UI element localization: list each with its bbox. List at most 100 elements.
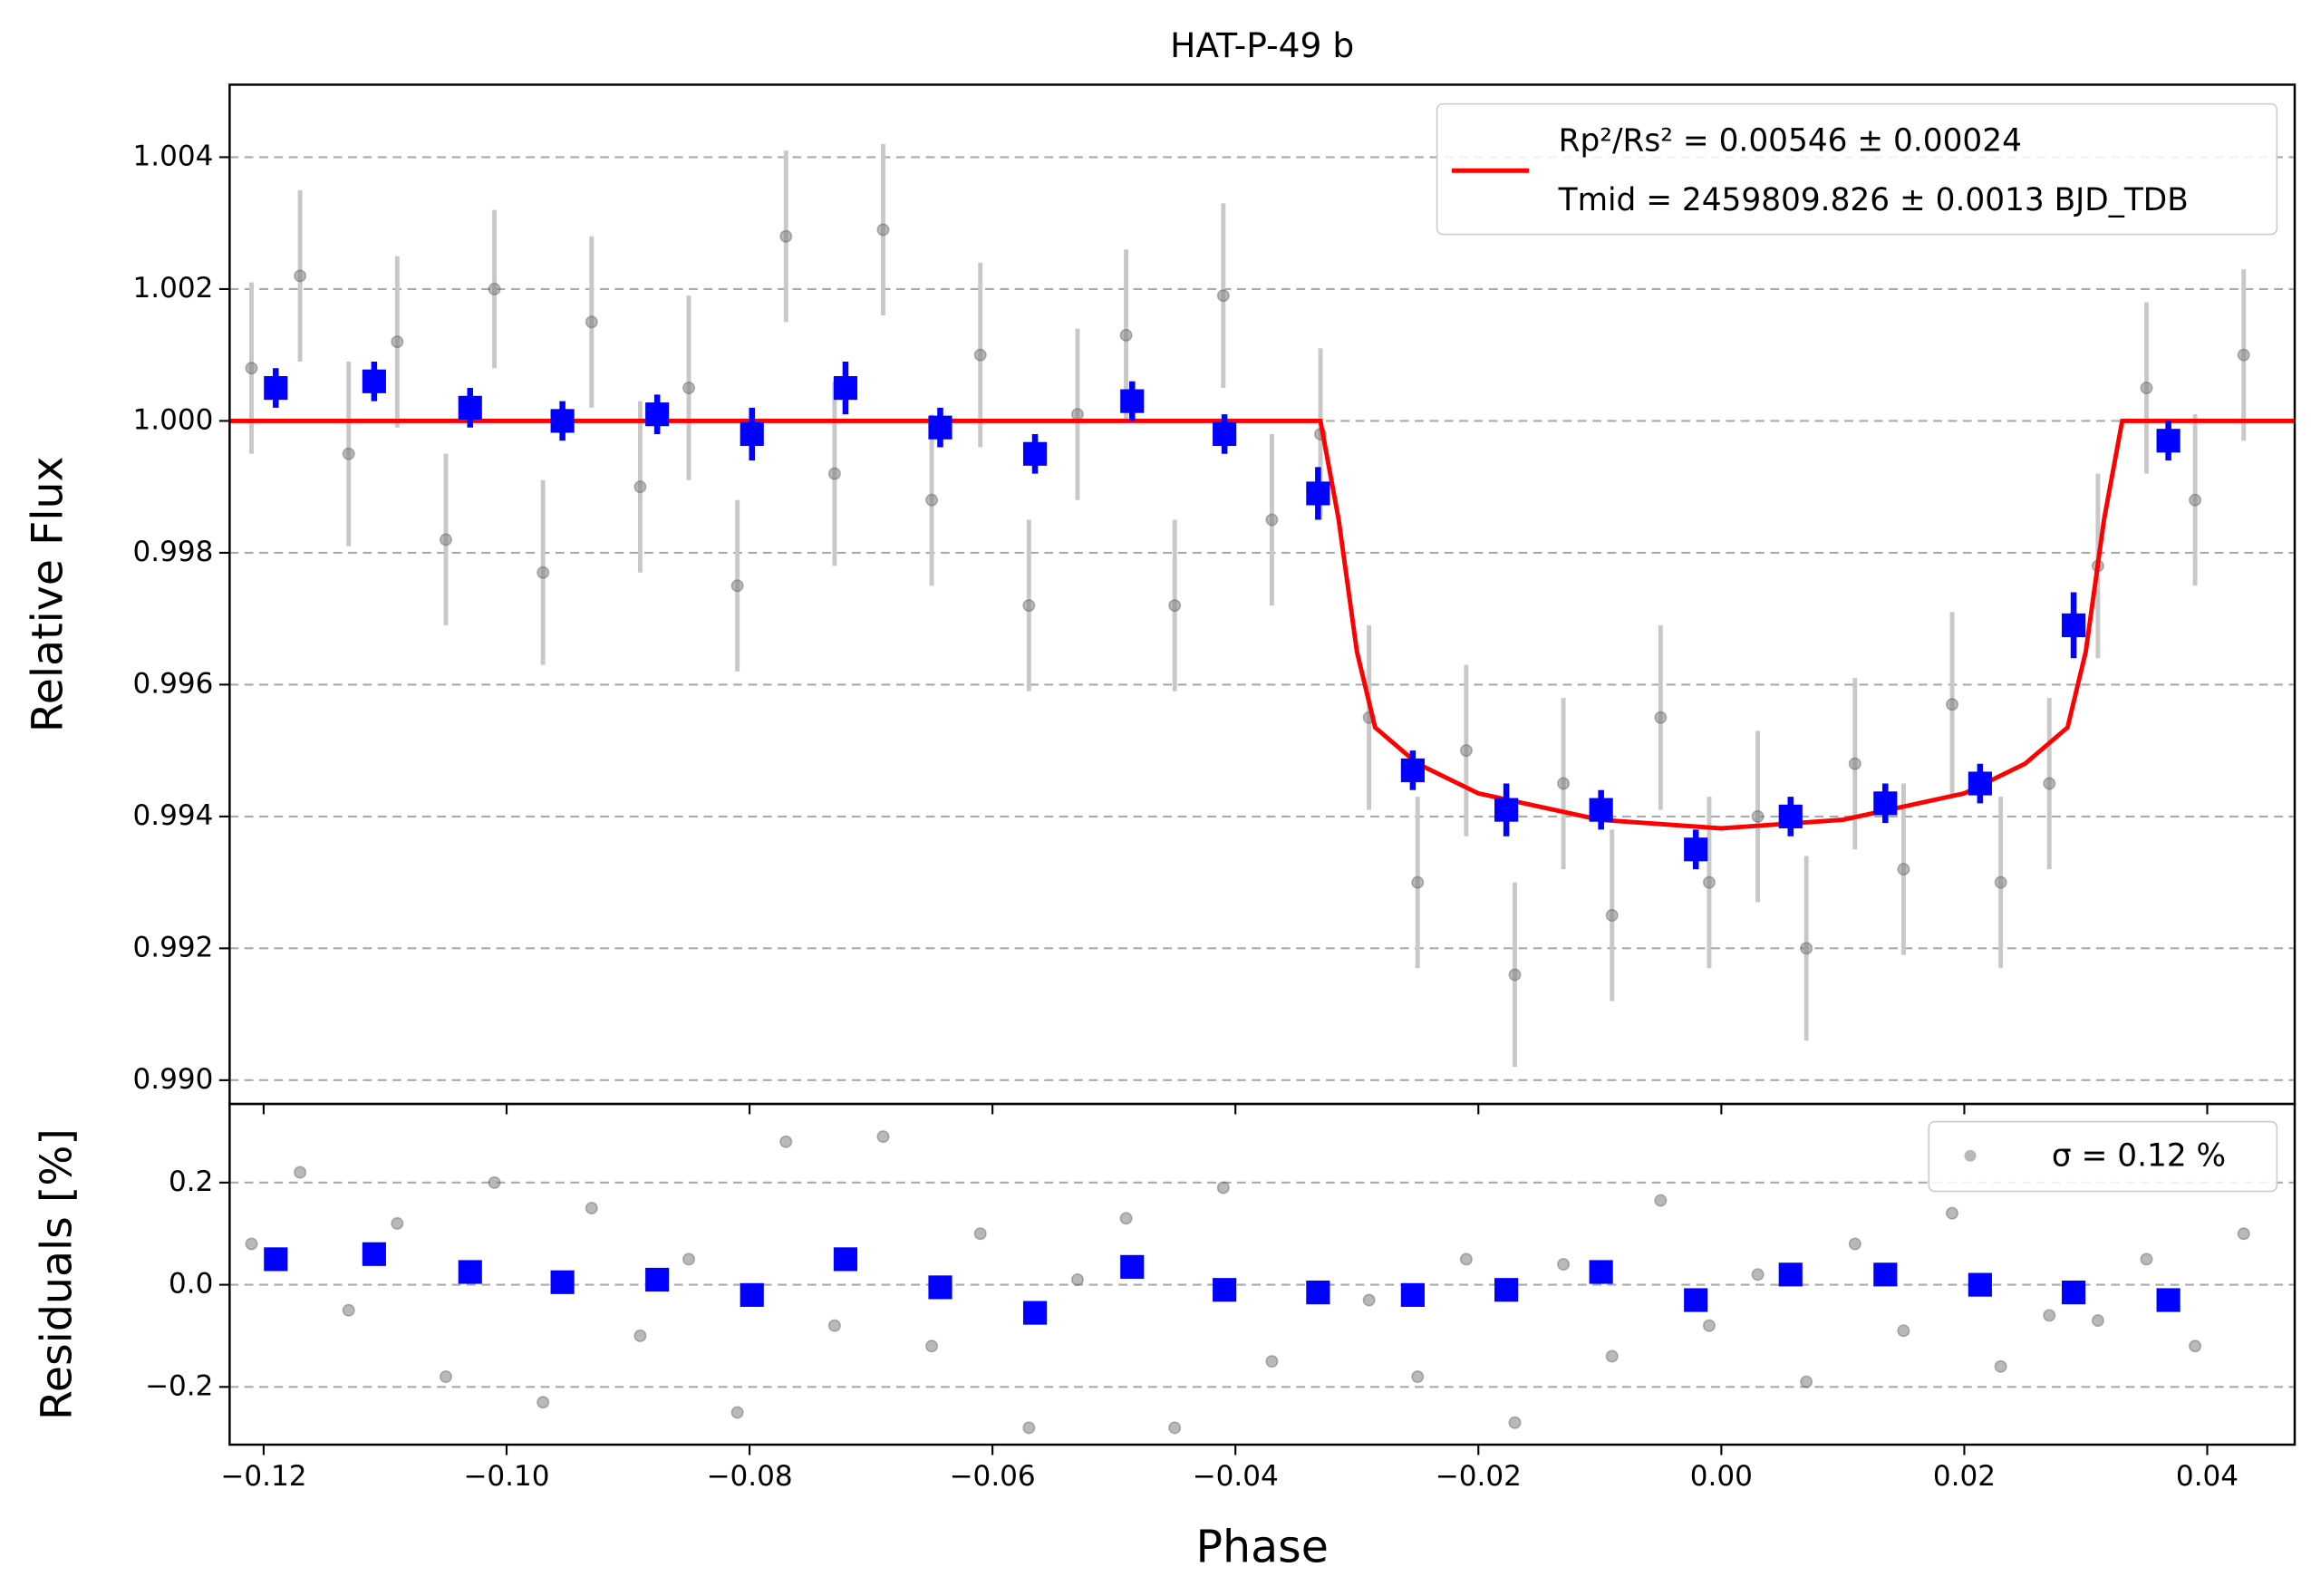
raw-point xyxy=(1216,289,1230,303)
raw-point xyxy=(537,566,550,579)
legend-label: Tmid = 2459809.826 ± 0.0013 BJD_TDB xyxy=(1558,182,2189,218)
y-axis-label: Relative Flux xyxy=(24,456,73,732)
binned-point xyxy=(1873,791,1898,816)
raw-point xyxy=(876,223,890,237)
raw-point xyxy=(294,269,307,283)
raw-point xyxy=(1702,875,1716,889)
binned-point xyxy=(550,1270,575,1294)
raw-point xyxy=(488,282,501,295)
raw-point xyxy=(827,467,841,480)
raw-point xyxy=(391,335,404,349)
raw-point xyxy=(342,1303,355,1317)
binned-point xyxy=(1494,798,1519,822)
raw-point xyxy=(1751,1268,1765,1282)
x-tick-label: −0.02 xyxy=(1436,1460,1522,1493)
y-tick-label: 0.0 xyxy=(169,1268,213,1301)
raw-point xyxy=(925,1340,939,1353)
y-axis-label: Residuals [%] xyxy=(32,1128,82,1420)
binned-point xyxy=(645,1267,670,1292)
model-line xyxy=(229,418,2296,831)
x-tick-label: −0.10 xyxy=(463,1460,549,1493)
raw-point xyxy=(682,1253,696,1266)
raw-point xyxy=(1605,1349,1619,1363)
binned-point xyxy=(362,369,386,393)
raw-point xyxy=(1070,1272,1084,1286)
binned-point xyxy=(1120,1254,1145,1279)
raw-point xyxy=(1070,408,1084,421)
raw-point xyxy=(1654,1194,1668,1207)
x-tick-label: −0.12 xyxy=(220,1460,306,1493)
raw-point xyxy=(2043,1309,2056,1322)
raw-point xyxy=(2189,493,2202,507)
legend-marker xyxy=(1964,1149,1977,1162)
binned-point xyxy=(1778,804,1803,828)
raw-point xyxy=(827,1319,841,1332)
y-tick-label: 0.990 xyxy=(132,1063,213,1096)
binned-point xyxy=(1589,1260,1613,1284)
y-tick-label: 0.994 xyxy=(132,799,213,832)
raw-point xyxy=(1702,1319,1716,1332)
binned-point xyxy=(2156,1288,2180,1312)
binned-point xyxy=(2061,613,2086,638)
binned-point xyxy=(928,1275,952,1300)
raw-point xyxy=(1362,1293,1376,1307)
raw-point xyxy=(1654,711,1668,724)
raw-point xyxy=(633,1329,647,1342)
binned-point xyxy=(1684,837,1708,862)
raw-point xyxy=(2140,382,2153,395)
binned-point xyxy=(550,409,575,433)
y-tick-label: 1.004 xyxy=(132,140,213,172)
raw-point xyxy=(682,382,696,395)
raw-point xyxy=(294,1166,307,1179)
raw-point xyxy=(925,493,939,507)
binned-point xyxy=(2156,429,2180,453)
binned-point xyxy=(1306,481,1330,506)
raw-point xyxy=(1557,777,1571,790)
raw-point xyxy=(1848,757,1861,770)
raw-point xyxy=(2091,1314,2104,1328)
binned-point xyxy=(1589,798,1613,822)
y-tick-label: 0.998 xyxy=(132,536,213,568)
raw-point xyxy=(1605,908,1619,923)
legend-box xyxy=(1436,102,2278,236)
raw-point xyxy=(1994,875,2007,889)
binned-point xyxy=(1306,1280,1330,1305)
raw-point xyxy=(1168,1421,1182,1435)
y-tick-label: 0.2 xyxy=(169,1166,213,1198)
binned-point xyxy=(1684,1288,1708,1312)
raw-point xyxy=(1800,1375,1813,1388)
axes-frame xyxy=(228,1102,2296,1446)
x-tick-label: 0.02 xyxy=(1933,1460,1996,1493)
raw-point xyxy=(1946,1206,1959,1220)
binned-point xyxy=(833,1247,858,1272)
binned-point xyxy=(645,402,670,427)
binned-point xyxy=(1494,1278,1519,1302)
raw-point xyxy=(1848,1237,1861,1251)
raw-point xyxy=(1994,1359,2007,1373)
raw-point xyxy=(1022,599,1036,613)
binned-point xyxy=(1400,1282,1425,1307)
raw-point xyxy=(779,1135,793,1148)
binned-point xyxy=(740,421,764,447)
binned-point xyxy=(1968,1272,1992,1297)
raw-point xyxy=(1557,1258,1571,1272)
chart-title: HAT-P-49 b xyxy=(1170,25,1354,65)
raw-point xyxy=(1946,698,1959,711)
legend-label: σ = 0.12 % xyxy=(2052,1137,2226,1174)
raw-point xyxy=(439,1370,452,1384)
binned-point xyxy=(2061,1280,2086,1305)
raw-point xyxy=(1508,968,1522,982)
raw-point xyxy=(1216,1181,1230,1195)
x-axis-label: Phase xyxy=(1196,1521,1329,1573)
raw-point xyxy=(488,1175,501,1189)
legend-label: Rp²/Rs² = 0.00546 ± 0.00024 xyxy=(1559,123,2022,160)
y-tick-label: 1.002 xyxy=(132,272,213,305)
y-tick-label: −0.2 xyxy=(145,1369,213,1402)
raw-point xyxy=(1022,1421,1036,1435)
raw-point xyxy=(2140,1253,2153,1266)
raw-point xyxy=(1800,942,1813,955)
binned-point xyxy=(1778,1262,1803,1287)
binned-point xyxy=(1968,771,1992,796)
raw-point xyxy=(245,1237,258,1251)
raw-point xyxy=(1119,328,1133,342)
